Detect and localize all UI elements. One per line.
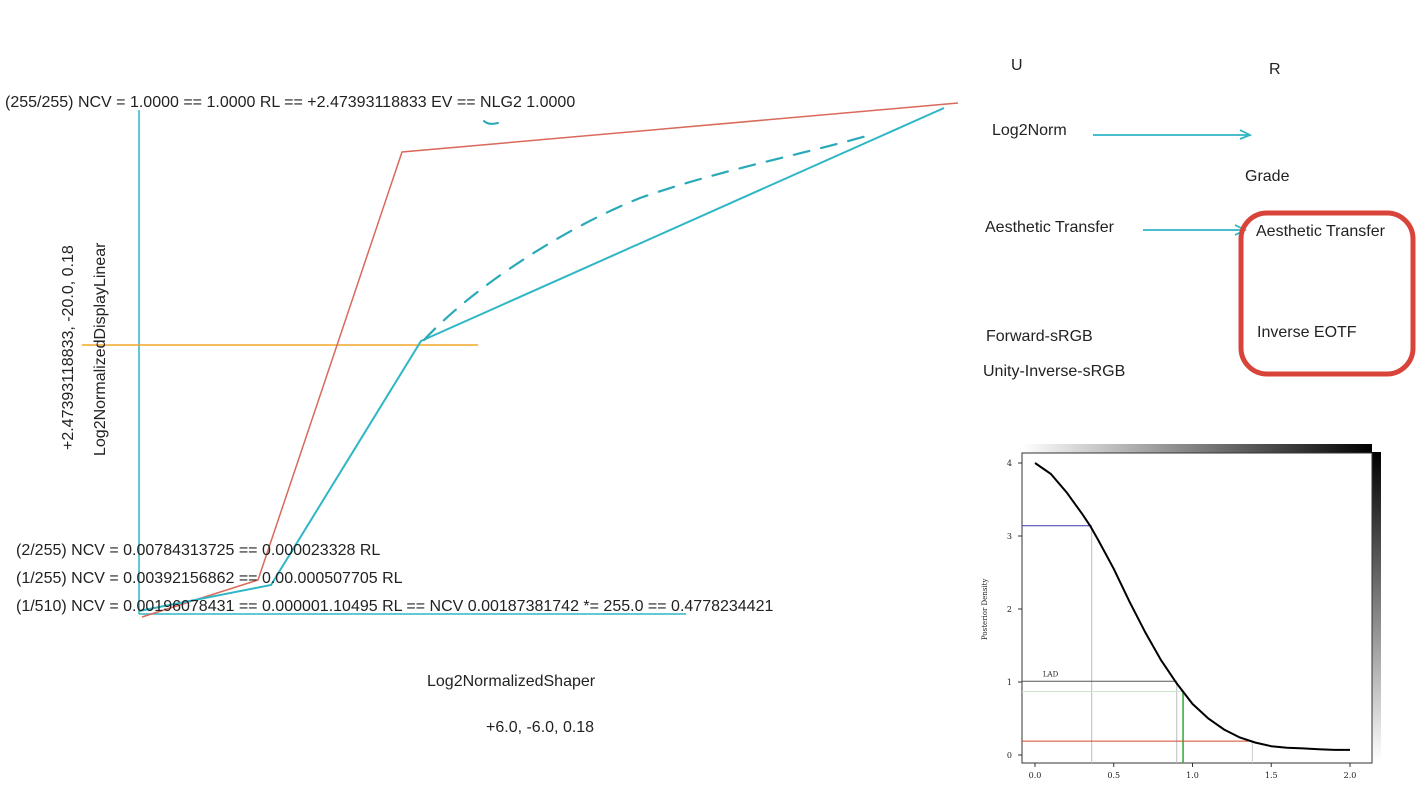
top-annotation: (255/255) NCV = 1.0000 == 1.0000 RL == +… [5, 94, 576, 111]
y-tick-label: 1 [1007, 678, 1012, 687]
annotation-1-510: (1/510) NCV = 0.00196078431 == 0.000001.… [16, 598, 774, 615]
log2norm-label: Log2Norm [992, 122, 1067, 139]
unity-inverse-srgb-label: Unity-Inverse-sRGB [983, 363, 1126, 380]
x-tick-label: 2.0 [1344, 771, 1357, 780]
hand-drawn-squiggle [483, 120, 499, 125]
y-tick-label: 0 [1007, 751, 1012, 760]
annotation-1-255: (1/255) NCV = 0.00392156862 == 0.00.0005… [16, 570, 403, 587]
inset-y-axis-label: Posterior Density [981, 579, 989, 640]
inverse-eotf-label: Inverse EOTF [1257, 324, 1357, 341]
lad-annotation: LAD [1043, 670, 1059, 678]
annotation-2-255: (2/255) NCV = 0.00784313725 == 0.0000233… [16, 542, 381, 559]
teal-transfer-curve [138, 107, 945, 612]
highlight-box [1238, 210, 1416, 377]
x-axis-label-range: +6.0, -6.0, 0.18 [486, 719, 595, 736]
column-r-label: R [1269, 61, 1281, 78]
y-tick-label: 2 [1007, 605, 1012, 614]
inset-right-gradient [1372, 452, 1381, 762]
x-tick-label: 0.5 [1107, 771, 1120, 780]
y-tick-label: 3 [1007, 532, 1012, 541]
x-axis-label-name: Log2NormalizedShaper [427, 673, 596, 690]
column-u-label: U [1011, 57, 1023, 74]
hand-drawn-dashed-curve [422, 133, 872, 342]
grade-label: Grade [1245, 168, 1290, 185]
inset-top-gradient [1022, 444, 1372, 453]
forward-srgb-label: Forward-sRGB [986, 328, 1093, 345]
density-curve [1034, 462, 1350, 751]
y-tick-label: 4 [1007, 459, 1012, 468]
x-tick-label: 1.0 [1186, 771, 1199, 780]
arrow-log2norm [1093, 129, 1253, 140]
inset-plot-frame [1021, 452, 1373, 764]
x-tick-label: 1.5 [1265, 771, 1278, 780]
aesthetic-transfer-left-label: Aesthetic Transfer [985, 219, 1114, 236]
aesthetic-transfer-right-label: Aesthetic Transfer [1256, 223, 1385, 240]
x-tick-label: 0.0 [1029, 771, 1042, 780]
